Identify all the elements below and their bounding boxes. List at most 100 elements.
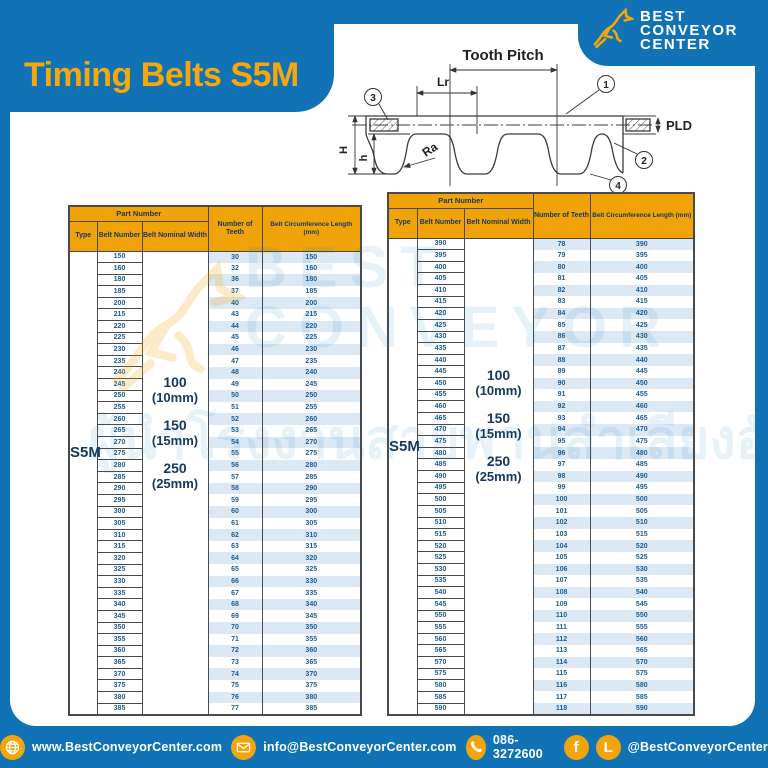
type-label: S5M <box>70 444 101 462</box>
belt-number-cell: 420 <box>416 307 465 320</box>
teeth-cell: 93 <box>532 412 591 424</box>
belt-number-cell: 350 <box>96 621 143 635</box>
belt-number-cell: 540 <box>416 586 465 599</box>
belt-number-cell: 535 <box>416 574 465 588</box>
length-cell: 220 <box>261 320 362 333</box>
belt-number-cell: 525 <box>416 551 465 564</box>
belt-number-cell: 490 <box>416 470 465 483</box>
teeth-cell: 32 <box>207 262 263 275</box>
length-cell: 555 <box>589 621 695 634</box>
belt-number-cell: 515 <box>416 528 465 541</box>
header-type: Type <box>387 207 418 239</box>
belt-number-cell: 355 <box>96 633 143 646</box>
teeth-cell: 72 <box>207 645 263 657</box>
belt-number-cell: 550 <box>416 609 465 623</box>
table-row: 490 98 490 <box>388 470 695 483</box>
length-cell: 215 <box>261 308 362 321</box>
table-row: 425 85 425 <box>388 318 695 332</box>
belt-number-cell: 495 <box>416 481 465 495</box>
length-cell: 280 <box>261 459 362 472</box>
belt-number-cell: 435 <box>416 342 465 355</box>
teeth-cell: 57 <box>207 471 263 483</box>
belt-number-cell: 560 <box>416 632 465 646</box>
teeth-cell: 50 <box>207 390 263 402</box>
page-title: Timing Belts S5M <box>24 56 299 94</box>
length-cell: 450 <box>589 377 695 390</box>
teeth-cell: 74 <box>207 668 263 680</box>
type-cell: S5M <box>388 238 420 715</box>
belt-number-cell: 585 <box>416 690 465 704</box>
length-cell: 235 <box>261 355 362 367</box>
table-row: 430 86 430 <box>388 330 695 344</box>
width-unit: (15mm) <box>151 432 199 448</box>
teeth-cell: 78 <box>532 238 591 250</box>
length-cell: 585 <box>589 691 695 703</box>
length-cell: 295 <box>261 494 362 507</box>
table-row: 245 49 245 <box>69 378 362 391</box>
type-label: S5M <box>389 437 420 455</box>
belt-number-cell: 375 <box>96 679 143 693</box>
teeth-cell: 83 <box>532 296 591 308</box>
length-cell: 570 <box>589 656 695 669</box>
length-cell: 350 <box>261 622 362 634</box>
length-cell: 375 <box>261 679 362 692</box>
table-row: 590 118 590 <box>388 702 695 716</box>
table-row: 470 94 470 <box>388 423 695 437</box>
teeth-cell: 99 <box>532 482 591 494</box>
belt-number-cell: 395 <box>416 249 465 262</box>
table-row: 385 77 385 <box>69 702 362 716</box>
logo-block: BEST CONVEYOR CENTER <box>578 0 768 66</box>
belt-number-cell: 445 <box>416 365 465 378</box>
footer-website: www.BestConveyorCenter.com <box>0 734 222 760</box>
table-row: 450 90 450 <box>388 377 695 390</box>
tooth-pitch-label: Tooth Pitch <box>462 47 543 64</box>
table-row: 580 116 580 <box>388 679 695 692</box>
table-row: 320 64 320 <box>69 551 362 565</box>
header-part-number: Part Number <box>387 192 534 209</box>
footer-phone: 086-3272600 <box>465 733 555 761</box>
teeth-cell: 43 <box>207 308 263 321</box>
teeth-cell: 52 <box>207 413 263 425</box>
length-cell: 445 <box>589 365 695 378</box>
length-cell: 520 <box>589 540 695 552</box>
length-cell: 185 <box>261 285 362 298</box>
table-row: 325 65 325 <box>69 563 362 577</box>
table-row: 350 70 350 <box>69 621 362 635</box>
teeth-cell: 108 <box>532 586 591 599</box>
teeth-cell: 75 <box>207 679 263 692</box>
table-row: 460 92 460 <box>388 400 695 413</box>
teeth-cell: 105 <box>532 551 591 564</box>
table-row: 270 54 270 <box>69 436 362 449</box>
teeth-cell: 96 <box>532 447 591 459</box>
table-row: 220 44 220 <box>69 320 362 333</box>
length-cell: 485 <box>589 458 695 471</box>
teeth-cell: 115 <box>532 668 591 680</box>
belt-number-cell: 480 <box>416 446 465 460</box>
belt-number-cell: 345 <box>96 609 143 623</box>
length-cell: 525 <box>589 551 695 564</box>
teeth-cell: 118 <box>532 703 591 715</box>
belt-number-cell: 150 <box>96 250 143 264</box>
length-cell: 345 <box>261 610 362 622</box>
table-row: 555 111 555 <box>388 621 695 634</box>
teeth-cell: 104 <box>532 540 591 552</box>
callout-2: 2 <box>641 156 647 167</box>
length-cell: 245 <box>261 378 362 391</box>
belt-number-cell: 365 <box>96 656 143 669</box>
belt-number-cell: 555 <box>416 621 465 634</box>
footer-email: info@BestConveyorCenter.com <box>231 734 456 760</box>
pld-label: PLD <box>666 118 692 133</box>
width-option: 150 (15mm) <box>143 417 208 448</box>
table-row: 340 68 340 <box>69 598 362 611</box>
table-row: 405 81 405 <box>388 272 695 285</box>
belt-number-cell: 455 <box>416 388 465 402</box>
header-belt-number: Belt Number <box>96 220 143 252</box>
length-cell: 325 <box>261 564 362 576</box>
header-belt-circumference: Belt Circumference Length (mm) <box>589 192 695 239</box>
table-row: 395 79 395 <box>388 249 695 262</box>
teeth-cell: 80 <box>532 261 591 273</box>
kangaroo-icon <box>588 4 636 59</box>
belt-number-cell: 400 <box>416 260 465 274</box>
teeth-cell: 62 <box>207 529 263 541</box>
table-row: 540 108 540 <box>388 586 695 599</box>
